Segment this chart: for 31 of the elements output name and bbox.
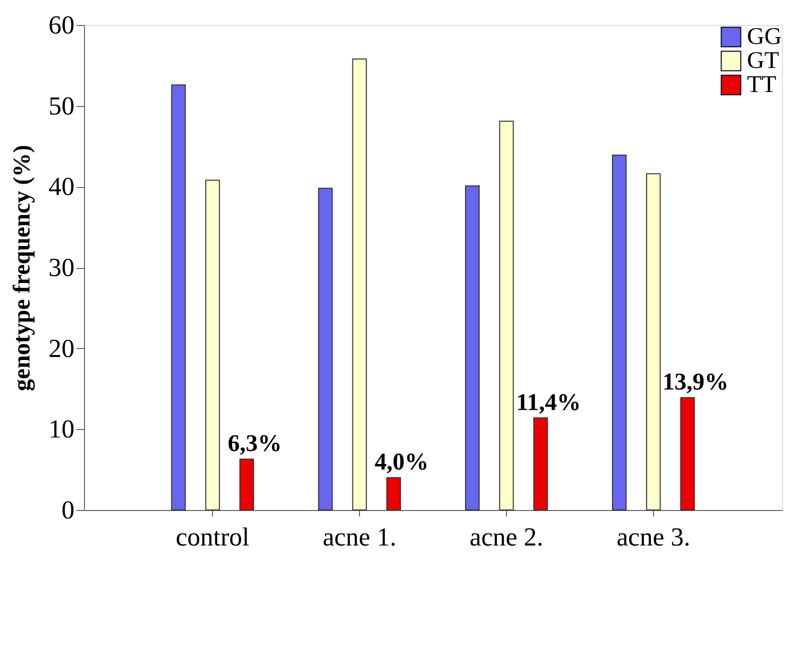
y-tick-label: 50 bbox=[48, 91, 74, 120]
bar bbox=[612, 154, 627, 510]
bar bbox=[646, 173, 661, 510]
x-tick-label: acne 3. bbox=[616, 522, 690, 552]
bar bbox=[171, 84, 186, 510]
bar bbox=[205, 180, 220, 510]
x-tick-label: control bbox=[176, 522, 250, 552]
legend-label: GT bbox=[747, 48, 780, 74]
y-tick-label: 10 bbox=[48, 414, 74, 444]
y-tick-label: 30 bbox=[48, 253, 74, 282]
y-tick-label: 40 bbox=[48, 172, 74, 202]
bar bbox=[318, 188, 333, 510]
data-label: 4,0% bbox=[374, 450, 429, 476]
data-label: 6,3% bbox=[228, 431, 282, 458]
x-tick-label: acne 1. bbox=[322, 522, 396, 552]
bar bbox=[680, 397, 695, 510]
bar bbox=[465, 185, 480, 510]
bar bbox=[499, 120, 514, 510]
legend-label: TT bbox=[747, 72, 777, 98]
bar bbox=[239, 458, 254, 510]
bar bbox=[386, 477, 401, 510]
legend-label: GG bbox=[747, 24, 782, 50]
y-tick-label: 60 bbox=[48, 10, 74, 40]
y-tick-label: 0 bbox=[62, 496, 74, 524]
bar bbox=[352, 58, 367, 510]
data-label: 13,9% bbox=[662, 370, 729, 396]
y-axis-title: genotype frequency (%) bbox=[10, 144, 36, 392]
x-tick-label: acne 2. bbox=[470, 522, 544, 552]
bar bbox=[533, 417, 548, 510]
y-tick-label: 20 bbox=[48, 334, 74, 363]
data-label: 11,4% bbox=[516, 390, 581, 416]
